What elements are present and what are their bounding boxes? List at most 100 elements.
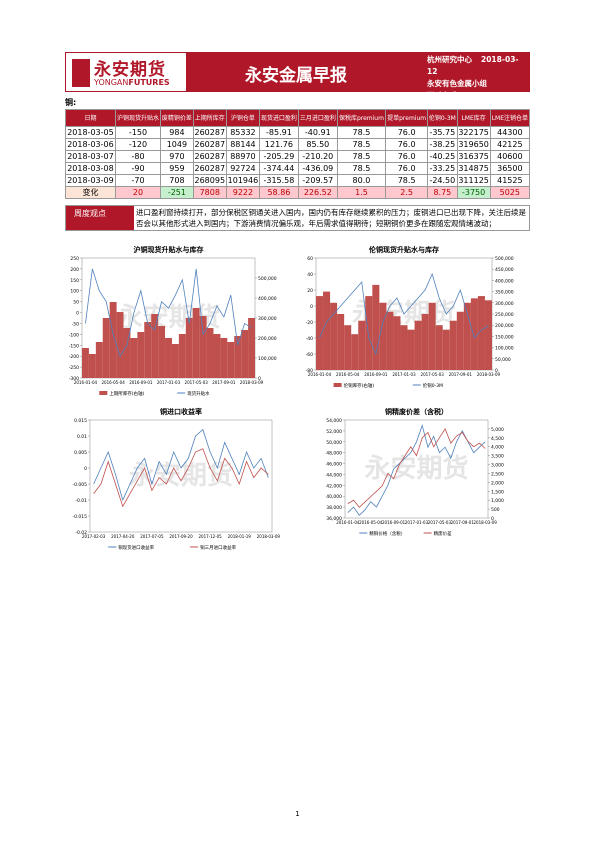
bar xyxy=(386,311,394,370)
date: 2018-03-12 xyxy=(427,55,519,76)
y2-tick-label: 0 xyxy=(258,376,261,382)
y-tick-label: 40 xyxy=(307,272,313,278)
y-tick-label: 38,000 xyxy=(326,505,342,511)
x-tick-label: 2017-12-05 xyxy=(198,534,222,539)
legend-label: 现货升贴水 xyxy=(187,390,210,397)
y-tick-label: 40,000 xyxy=(326,494,342,500)
bar xyxy=(95,342,103,378)
bar xyxy=(192,308,200,378)
x-tick-label: 2017-05-03 xyxy=(428,520,452,525)
bar xyxy=(109,302,117,378)
y2-tick-label: 0 xyxy=(495,368,498,374)
bar xyxy=(178,334,186,378)
y-tick-label: 200 xyxy=(70,267,79,273)
y-tick-label: 50,000 xyxy=(326,440,342,446)
bar xyxy=(158,326,166,378)
y-tick-label: 0 xyxy=(84,466,87,472)
x-tick-label: 2018-01-19 xyxy=(228,534,252,539)
change-cell: 20 xyxy=(114,186,162,199)
bar xyxy=(151,314,159,378)
watermark: 永安期货 xyxy=(129,460,233,491)
page-number: 1 xyxy=(295,810,300,818)
group: 永安有色金属小组 xyxy=(427,79,487,88)
x-tick-label: 2016-01-04 xyxy=(336,520,360,525)
x-tick-label: 2018-03-09 xyxy=(477,372,501,377)
change-row: 变化 20 -251 7808 9222 58.86 226.52 1.5 2.5 8.75 -37… xyxy=(65,186,531,199)
y2-tick-label: 300,000 xyxy=(258,316,277,322)
bar xyxy=(372,284,380,370)
title: 永安金属早报 xyxy=(245,66,347,86)
y-tick-label: 44,000 xyxy=(326,472,342,478)
y-tick-label: -0.015 xyxy=(72,514,87,520)
header-info: 杭州研究中心 2018-03-12 永安有色金属小组 联系方式：0571-8837… xyxy=(427,54,527,114)
logo-icon xyxy=(72,59,90,87)
y-tick-label: 36,000 xyxy=(326,516,342,522)
bar xyxy=(358,320,366,370)
y2-tick-label: 1,000 xyxy=(491,498,504,504)
y-tick-label: 52,000 xyxy=(326,429,342,435)
bar xyxy=(330,302,338,370)
column-header: LME注销仓单 xyxy=(489,109,531,127)
legend-label: 伦铜0-3M xyxy=(423,382,443,389)
y-tick-label: 46,000 xyxy=(326,462,342,468)
y-tick-label: 0 xyxy=(76,311,79,317)
bar xyxy=(484,300,492,370)
y2-tick-label: 350,000 xyxy=(495,290,514,296)
bar xyxy=(456,311,464,370)
column-header: 保税库premium xyxy=(336,109,387,127)
y2-tick-label: 100,000 xyxy=(495,346,514,352)
logo-en: YONGANFUTURES xyxy=(94,78,170,87)
x-tick-label: 2016-05-04 xyxy=(336,372,360,377)
section-label: 铜: xyxy=(65,98,77,107)
bar xyxy=(414,320,422,370)
x-tick-label: 2017-09-01 xyxy=(451,520,475,525)
series-line xyxy=(85,268,252,358)
bar xyxy=(130,338,138,378)
bar xyxy=(463,302,471,370)
watermark: 永安期货 xyxy=(364,453,468,484)
bar xyxy=(199,316,207,378)
y2-tick-label: 3,500 xyxy=(491,454,504,460)
change-cell: 226.52 xyxy=(297,186,338,199)
y-tick-label: -0.02 xyxy=(75,530,87,536)
y2-tick-label: 2,000 xyxy=(491,480,504,486)
y-tick-label: -20 xyxy=(306,320,313,326)
y2-tick-label: 500,000 xyxy=(495,256,514,262)
contact: 联系方式：0571-88373167 xyxy=(427,91,489,112)
change-cell: 1.5 xyxy=(336,186,387,199)
y-tick-label: 0.005 xyxy=(74,450,87,456)
column-header: 提单premium xyxy=(385,109,429,127)
change-cell: 9222 xyxy=(225,186,260,199)
x-tick-label: 2016-01-04 xyxy=(308,372,332,377)
y-tick-label: -300 xyxy=(69,376,79,382)
legend-label: 铜三月进口收益率 xyxy=(200,544,236,551)
bar xyxy=(316,296,324,370)
x-tick-label: 2018-03-09 xyxy=(240,380,264,385)
bar xyxy=(234,336,242,378)
bar xyxy=(88,354,96,378)
bar xyxy=(365,296,373,370)
x-tick-label: 2016-09-01 xyxy=(364,372,388,377)
x-tick-label: 2016-01-04 xyxy=(74,380,98,385)
bar xyxy=(206,328,214,378)
table-row: 2018-03-08 -90 959 260287 92724 -374.44 -436.0… xyxy=(65,162,531,175)
bar xyxy=(165,338,172,378)
y-tick-label: -50 xyxy=(72,321,79,327)
logo-en-a: YONGAN xyxy=(94,78,129,87)
y2-tick-label: 5,000 xyxy=(491,427,504,433)
view-box: 周度观点 进口盈利窗持续打开，部分保税区铜通关进入国内，国内仍有库存继续累积的压… xyxy=(65,205,530,231)
bar xyxy=(379,302,387,370)
bar xyxy=(393,316,401,370)
y-tick-label: 0.015 xyxy=(74,418,87,424)
change-cell: 5025 xyxy=(489,186,531,199)
bar xyxy=(407,329,415,370)
column-header: 三月进口盈利 xyxy=(297,109,338,127)
y-tick-label: 250 xyxy=(70,256,79,262)
bar xyxy=(227,342,235,378)
y-tick-label: -40 xyxy=(306,336,313,342)
bar xyxy=(435,325,443,370)
logo: 永安期货 YONGANFUTURES xyxy=(65,52,187,92)
x-tick-label: 2017-02-03 xyxy=(82,534,106,539)
bar xyxy=(337,314,345,370)
